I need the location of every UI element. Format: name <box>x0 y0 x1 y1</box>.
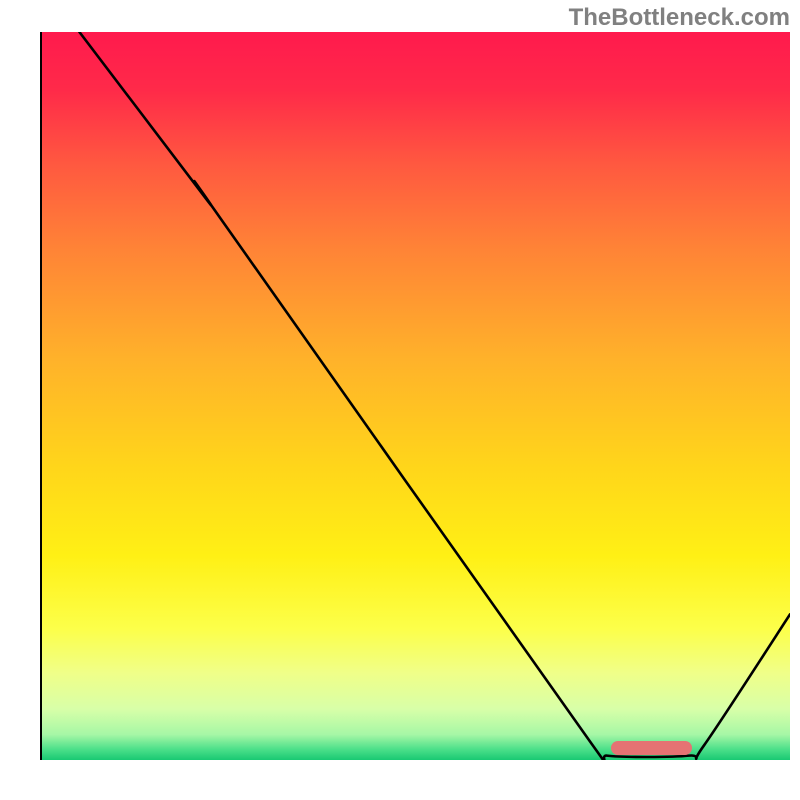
bottleneck-curve <box>42 32 790 760</box>
chart-container: TheBottleneck.com <box>0 0 800 800</box>
branding-watermark: TheBottleneck.com <box>569 4 790 32</box>
plot-area <box>42 32 790 760</box>
optimal-range-marker <box>611 741 692 755</box>
